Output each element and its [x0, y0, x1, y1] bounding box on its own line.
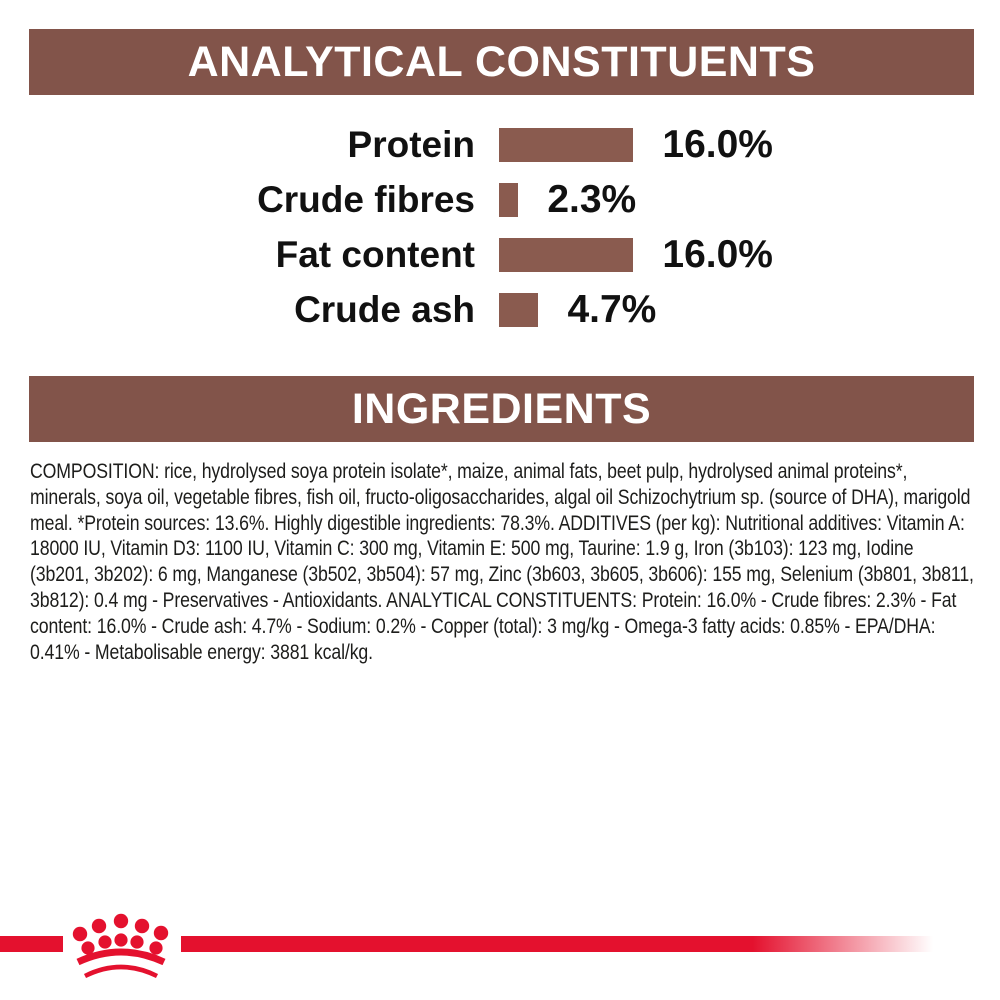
constituent-bar	[499, 128, 634, 162]
chart-row-protein: Protein 16.0%	[0, 123, 1000, 166]
constituent-bar	[499, 183, 519, 217]
chart-row-crude-fibres: Crude fibres 2.3%	[0, 178, 1000, 221]
constituents-bar-chart: Protein 16.0% Crude fibres 2.3% Fat cont…	[0, 123, 1000, 331]
constituent-value: 16.0%	[662, 233, 773, 276]
ingredients-banner: INGREDIENTS	[29, 376, 974, 442]
red-stripe-left	[0, 936, 63, 952]
chart-row-fat-content: Fat content 16.0%	[0, 233, 1000, 276]
ingredients-title: INGREDIENTS	[351, 384, 652, 433]
analytical-constituents-banner: ANALYTICAL CONSTITUENTS	[29, 29, 974, 95]
constituent-label: Crude fibres	[257, 179, 475, 220]
constituent-label: Protein	[347, 124, 475, 165]
constituent-label: Fat content	[275, 234, 475, 275]
constituent-bar	[499, 238, 634, 272]
constituent-bar	[499, 293, 539, 327]
constituent-value: 4.7%	[567, 288, 657, 331]
analytical-constituents-title: ANALYTICAL CONSTITUENTS	[187, 37, 816, 86]
constituent-label: Crude ash	[294, 289, 475, 330]
chart-row-crude-ash: Crude ash 4.7%	[0, 288, 1000, 331]
red-stripe-right	[181, 936, 933, 952]
composition-text: COMPOSITION: rice, hydrolysed soya prote…	[30, 460, 974, 664]
royal-canin-crown-icon	[72, 913, 169, 979]
constituent-value: 16.0%	[662, 123, 773, 166]
constituent-value: 2.3%	[547, 178, 637, 221]
